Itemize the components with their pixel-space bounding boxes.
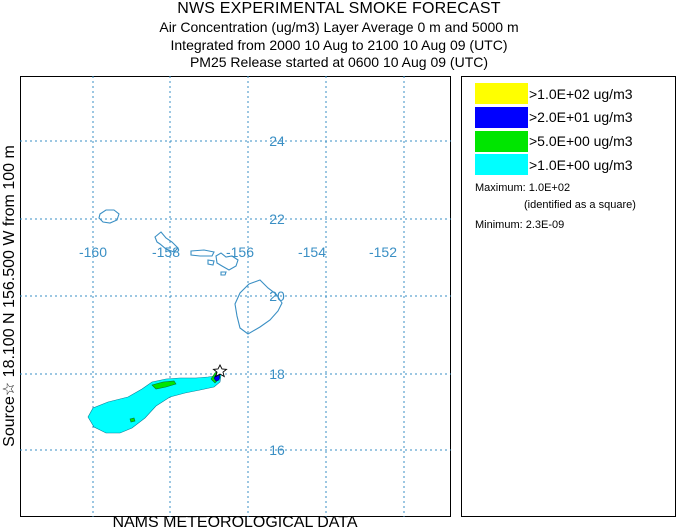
legend-label: >2.0E+01 ug/m3 — [529, 109, 633, 125]
data-source-label: NAMS METEOROLOGICAL DATA — [112, 514, 358, 531]
maximum-note: (identified as a square) — [524, 199, 636, 211]
maximum-value: Maximum: 1.0E+02 — [475, 182, 571, 194]
lat-tick-label: 18 — [269, 366, 285, 382]
legend-label: >1.0E+02 ug/m3 — [529, 86, 633, 102]
legend-label: >1.0E+00 ug/m3 — [529, 157, 633, 173]
island-kauai — [98, 209, 120, 224]
coastlines — [98, 209, 283, 335]
lon-tick-label: -152 — [369, 244, 397, 260]
source-location-label: Source☆ 18.100 N 156.500 W from 100 m — [1, 145, 18, 447]
lon-tick-labels: -160 -158 -156 -154 -152 — [79, 244, 397, 260]
star-icon — [212, 363, 228, 378]
lat-tick-labels: 24 22 20 18 16 — [269, 133, 285, 458]
plume-level-2 — [129, 417, 136, 423]
island-oahu — [154, 231, 179, 253]
lon-tick-label: -160 — [79, 244, 107, 260]
lon-tick-label: -154 — [298, 244, 326, 260]
lat-tick-label: 20 — [269, 288, 285, 304]
lat-tick-label: 22 — [269, 211, 285, 227]
map-title: NWS EXPERIMENTAL SMOKE FORECAST — [177, 0, 501, 17]
island-hawaii — [234, 279, 283, 335]
island-kahoolawe — [220, 271, 227, 276]
legend-swatch-cyan — [475, 154, 528, 175]
graticule — [20, 76, 451, 517]
map-canvas: -160 -158 -156 -154 -152 24 22 20 18 16 — [20, 76, 451, 517]
legend-panel: >1.0E+02 ug/m3 >2.0E+01 ug/m3 >5.0E+00 u… — [461, 76, 676, 517]
minimum-value: Minimum: 2.3E-09 — [475, 219, 565, 231]
subtitle-concentration: Air Concentration (ug/m3) Layer Average … — [159, 19, 519, 35]
lat-tick-label: 24 — [269, 133, 285, 149]
legend-swatch-blue — [475, 107, 528, 128]
legend-swatch-green — [475, 131, 528, 152]
lat-tick-label: 16 — [269, 442, 285, 458]
lon-tick-label: -156 — [226, 244, 254, 260]
island-maui — [215, 252, 239, 271]
plume-level-1 — [87, 369, 222, 434]
subtitle-release-time: PM25 Release started at 0600 10 Aug 09 (… — [189, 54, 489, 70]
subtitle-integration-period: Integrated from 2000 10 Aug to 2100 10 A… — [170, 37, 508, 53]
island-lanai — [207, 259, 215, 266]
legend-swatch-yellow — [475, 83, 528, 104]
plume-level-2 — [151, 380, 177, 390]
island-molokai — [190, 249, 215, 257]
legend-label: >5.0E+00 ug/m3 — [529, 133, 633, 149]
lon-tick-label: -158 — [152, 244, 180, 260]
